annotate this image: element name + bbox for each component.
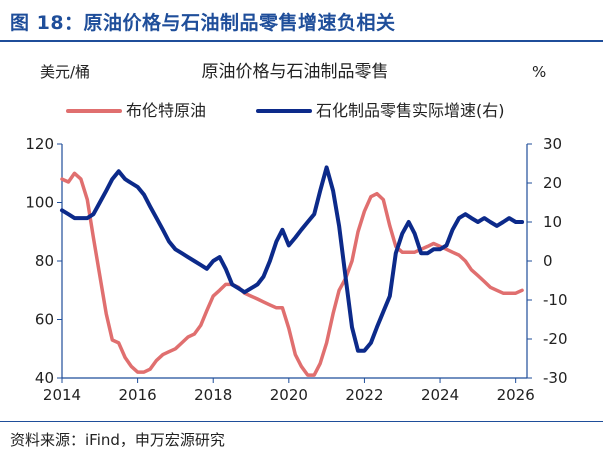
right-tick-label: 30 (543, 135, 562, 153)
right-tick-label: -20 (543, 330, 568, 348)
right-tick-label: 20 (543, 174, 562, 192)
source-divider (0, 421, 603, 422)
left-tick-label: 100 (25, 194, 54, 212)
legend-item-brent-label: 布伦特原油 (126, 101, 206, 120)
legend: 布伦特原油 石化制品零售实际增速(右) (66, 101, 505, 120)
x-tick-label: 2016 (119, 386, 157, 404)
left-axis-unit: 美元/桶 (40, 63, 90, 81)
right-tick-label: 0 (543, 252, 553, 270)
series-line-retail-growth (60, 165, 525, 353)
x-tick-label: 2018 (194, 386, 232, 404)
x-tick-label: 2014 (43, 386, 81, 404)
x-tick-label: 2026 (497, 386, 535, 404)
x-tick-label: 2020 (270, 386, 308, 404)
left-tick-label: 120 (25, 135, 54, 153)
right-tick-label: -30 (543, 369, 568, 387)
figure-title: 图 18：原油价格与石油制品零售增速负相关 (10, 12, 396, 34)
axis-frame (57, 143, 532, 383)
left-tick-label: 60 (35, 311, 54, 329)
title-divider (0, 40, 603, 42)
right-axis-unit: % (532, 63, 546, 81)
legend-item-retail-growth-label: 石化制品零售实际增速(右) (316, 101, 505, 120)
left-tick-label: 80 (35, 252, 54, 270)
chart-title: 原油价格与石油制品零售 (202, 62, 389, 82)
x-tick-label: 2024 (421, 386, 459, 404)
x-tick-label: 2022 (345, 386, 383, 404)
series-line-brent (60, 171, 524, 377)
left-tick-label: 40 (35, 369, 54, 387)
source-note: 资料来源：iFind，申万宏源研究 (10, 431, 225, 449)
right-tick-label: 10 (543, 213, 562, 231)
series-lines (60, 165, 525, 377)
right-tick-label: -10 (543, 291, 568, 309)
